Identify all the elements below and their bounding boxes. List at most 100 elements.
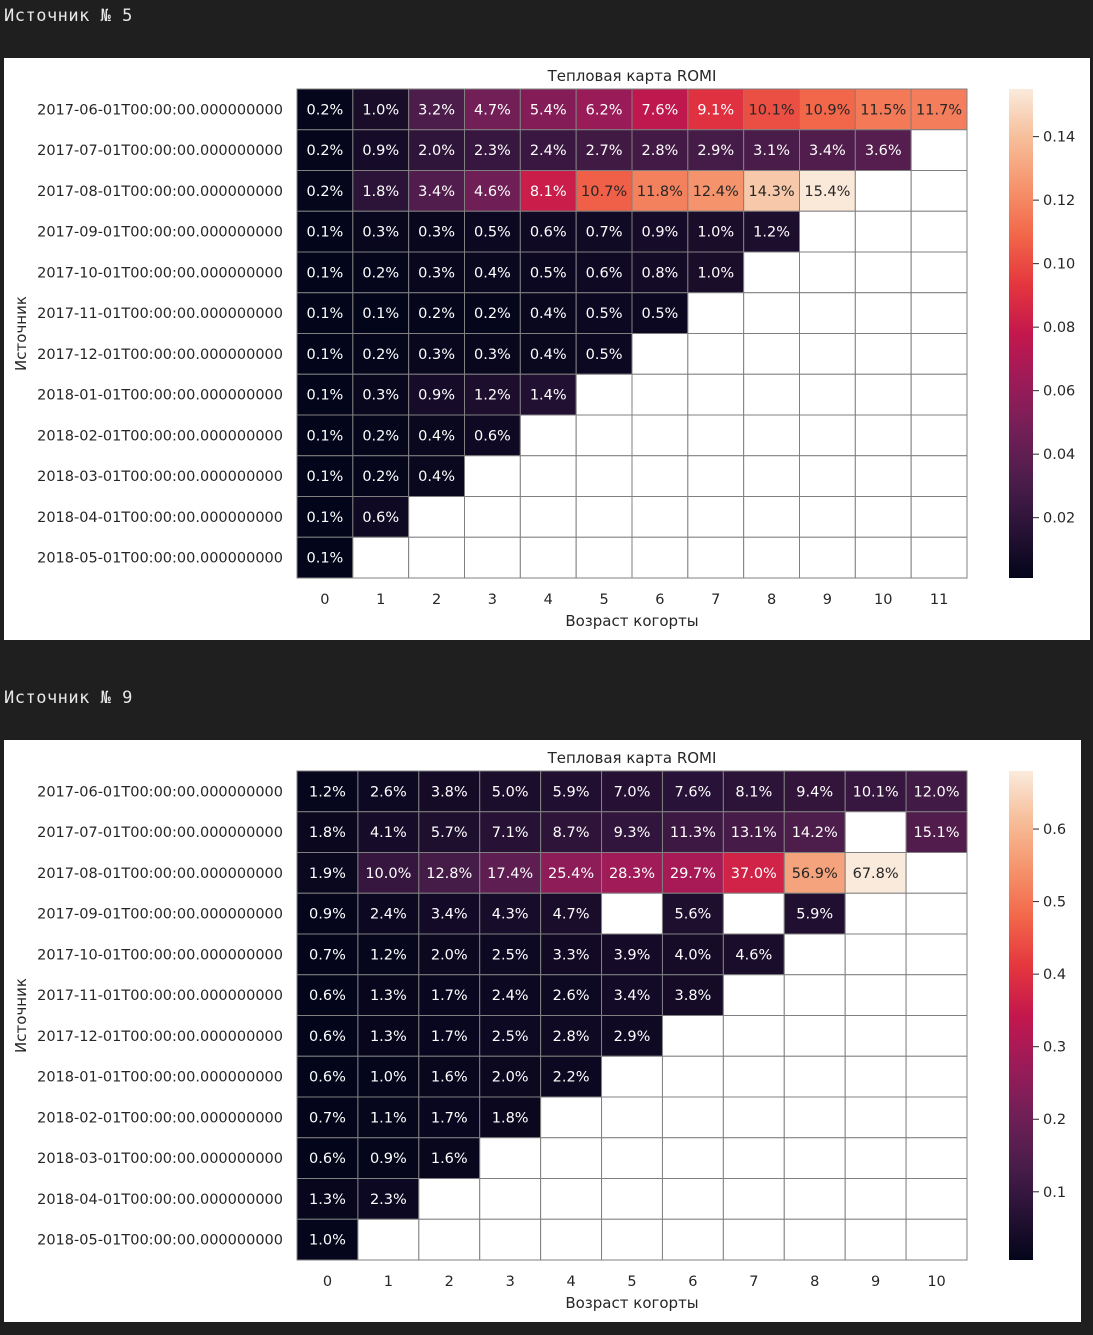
cell-value-label: 7.6% [674, 784, 711, 800]
heatmap-cell [910, 373, 968, 416]
heatmap-cell [799, 210, 856, 253]
heatmap-cell [722, 1096, 785, 1139]
heatmap-cell [844, 1096, 907, 1139]
heatmap-cell [575, 373, 633, 416]
heatmap-cell [479, 1178, 542, 1220]
heatmap-cell [418, 852, 481, 894]
cell-value-label: 0.1% [306, 428, 343, 444]
heatmap-cell [854, 129, 912, 171]
heatmap-cell [408, 251, 465, 294]
cell-value-label: 0.2% [306, 143, 343, 159]
cell-value-label: 4.3% [492, 907, 529, 923]
cell-value-label: 0.3% [418, 265, 455, 281]
heatmap-cell [464, 373, 521, 416]
cell-value-label: 0.7% [586, 225, 623, 241]
heatmap-cell [844, 770, 907, 813]
heatmap-cell [408, 88, 465, 131]
cell-value-label: 5.0% [492, 784, 529, 800]
heatmap-cell [905, 1137, 968, 1179]
heatmap-cell [296, 496, 354, 538]
heatmap-cell [575, 88, 633, 131]
cell-value-label: 2.4% [492, 988, 529, 1004]
heatmap-cell [799, 373, 856, 416]
heatmap-cell [357, 1218, 420, 1261]
heatmap-cell [854, 373, 912, 416]
cell-value-label: 2.4% [530, 143, 567, 159]
heatmap-cell [661, 1055, 724, 1098]
cell-value-label: 0.1% [362, 306, 399, 322]
heatmap-cell [575, 536, 633, 579]
heatmap-cell [408, 455, 465, 497]
cell-value-label: 3.2% [418, 102, 455, 118]
cell-value-label: 1.0% [362, 102, 399, 118]
heatmap-cell [743, 414, 801, 457]
heatmap-cell [540, 1055, 603, 1098]
heatmap-cell [296, 933, 359, 976]
heatmap-cell [687, 292, 745, 334]
heatmap-cell [743, 536, 801, 579]
heatmap-cell [661, 892, 724, 935]
heatmap-cell [661, 852, 724, 894]
heatmap-cell [905, 933, 968, 976]
y-tick-label: 2017-07-01T00:00:00.000000000 [37, 143, 283, 159]
heatmap-cell [743, 129, 801, 171]
cell-value-label: 0.2% [306, 184, 343, 200]
cell-value-label: 17.4% [487, 866, 533, 882]
x-tick-label: 10 [927, 1274, 945, 1290]
heatmap-cell [408, 536, 465, 579]
colorbar-tick-label: 0.1 [1043, 1185, 1066, 1201]
heatmap-cell [783, 1178, 846, 1220]
heatmap-cell [799, 496, 856, 538]
colorbar-tick-label: 0.04 [1043, 447, 1075, 463]
cell-value-label: 3.4% [809, 143, 846, 159]
heatmap-cell [854, 496, 912, 538]
heatmap-cell [601, 1178, 663, 1220]
heatmap-cell [910, 210, 968, 253]
heatmap-cell [575, 129, 633, 171]
y-tick-label: 2017-06-01T00:00:00.000000000 [37, 102, 283, 118]
heatmap-cell [352, 496, 410, 538]
cell-value-label: 0.9% [362, 143, 399, 159]
y-tick-label: 2017-11-01T00:00:00.000000000 [37, 988, 283, 1004]
y-tick-label: 2017-12-01T00:00:00.000000000 [37, 1029, 283, 1045]
heatmap-cell [844, 1055, 907, 1098]
heatmap-cell [418, 770, 481, 813]
cell-value-label: 0.9% [641, 225, 678, 241]
heatmap-cell [844, 1137, 907, 1179]
y-axis-label: Источник [12, 978, 30, 1053]
heatmap-cell [631, 333, 689, 375]
heatmap-cell [910, 251, 968, 294]
colorbar-tick-label: 0.3 [1043, 1040, 1066, 1056]
cell-value-label: 5.9% [796, 907, 833, 923]
heatmap-cell [540, 770, 603, 813]
cell-value-label: 0.5% [586, 347, 623, 363]
heatmap-cell [519, 455, 577, 497]
heatmap-cell [296, 1096, 359, 1139]
heatmap-cell [910, 129, 968, 171]
cell-value-label: 1.3% [370, 1029, 407, 1045]
heatmap-cell [296, 1178, 359, 1220]
heatmap-cell [799, 129, 856, 171]
x-tick-label: 2 [432, 592, 441, 608]
cell-value-label: 0.5% [474, 225, 511, 241]
heatmap-cell [743, 496, 801, 538]
cell-value-label: 1.0% [370, 1070, 407, 1086]
heatmap-cell [418, 1055, 481, 1098]
heatmap-cell [519, 496, 577, 538]
heatmap-cell [783, 852, 846, 894]
heatmap-cell [601, 1015, 663, 1057]
cell-value-label: 0.6% [474, 428, 511, 444]
heatmap-cell [631, 414, 689, 457]
heatmap-cell [783, 892, 846, 935]
cell-value-label: 0.9% [370, 1151, 407, 1167]
heatmap-cell [296, 292, 354, 334]
heatmap-cell [540, 974, 603, 1016]
cell-value-label: 1.1% [370, 1110, 407, 1126]
cell-value-label: 0.1% [306, 306, 343, 322]
heatmap-cell [519, 170, 577, 212]
heatmap-cell [296, 1015, 359, 1057]
heatmap-cell [519, 292, 577, 334]
cell-value-label: 11.5% [860, 102, 906, 118]
heatmap-cell [519, 251, 577, 294]
heatmap-cell [722, 1218, 785, 1261]
